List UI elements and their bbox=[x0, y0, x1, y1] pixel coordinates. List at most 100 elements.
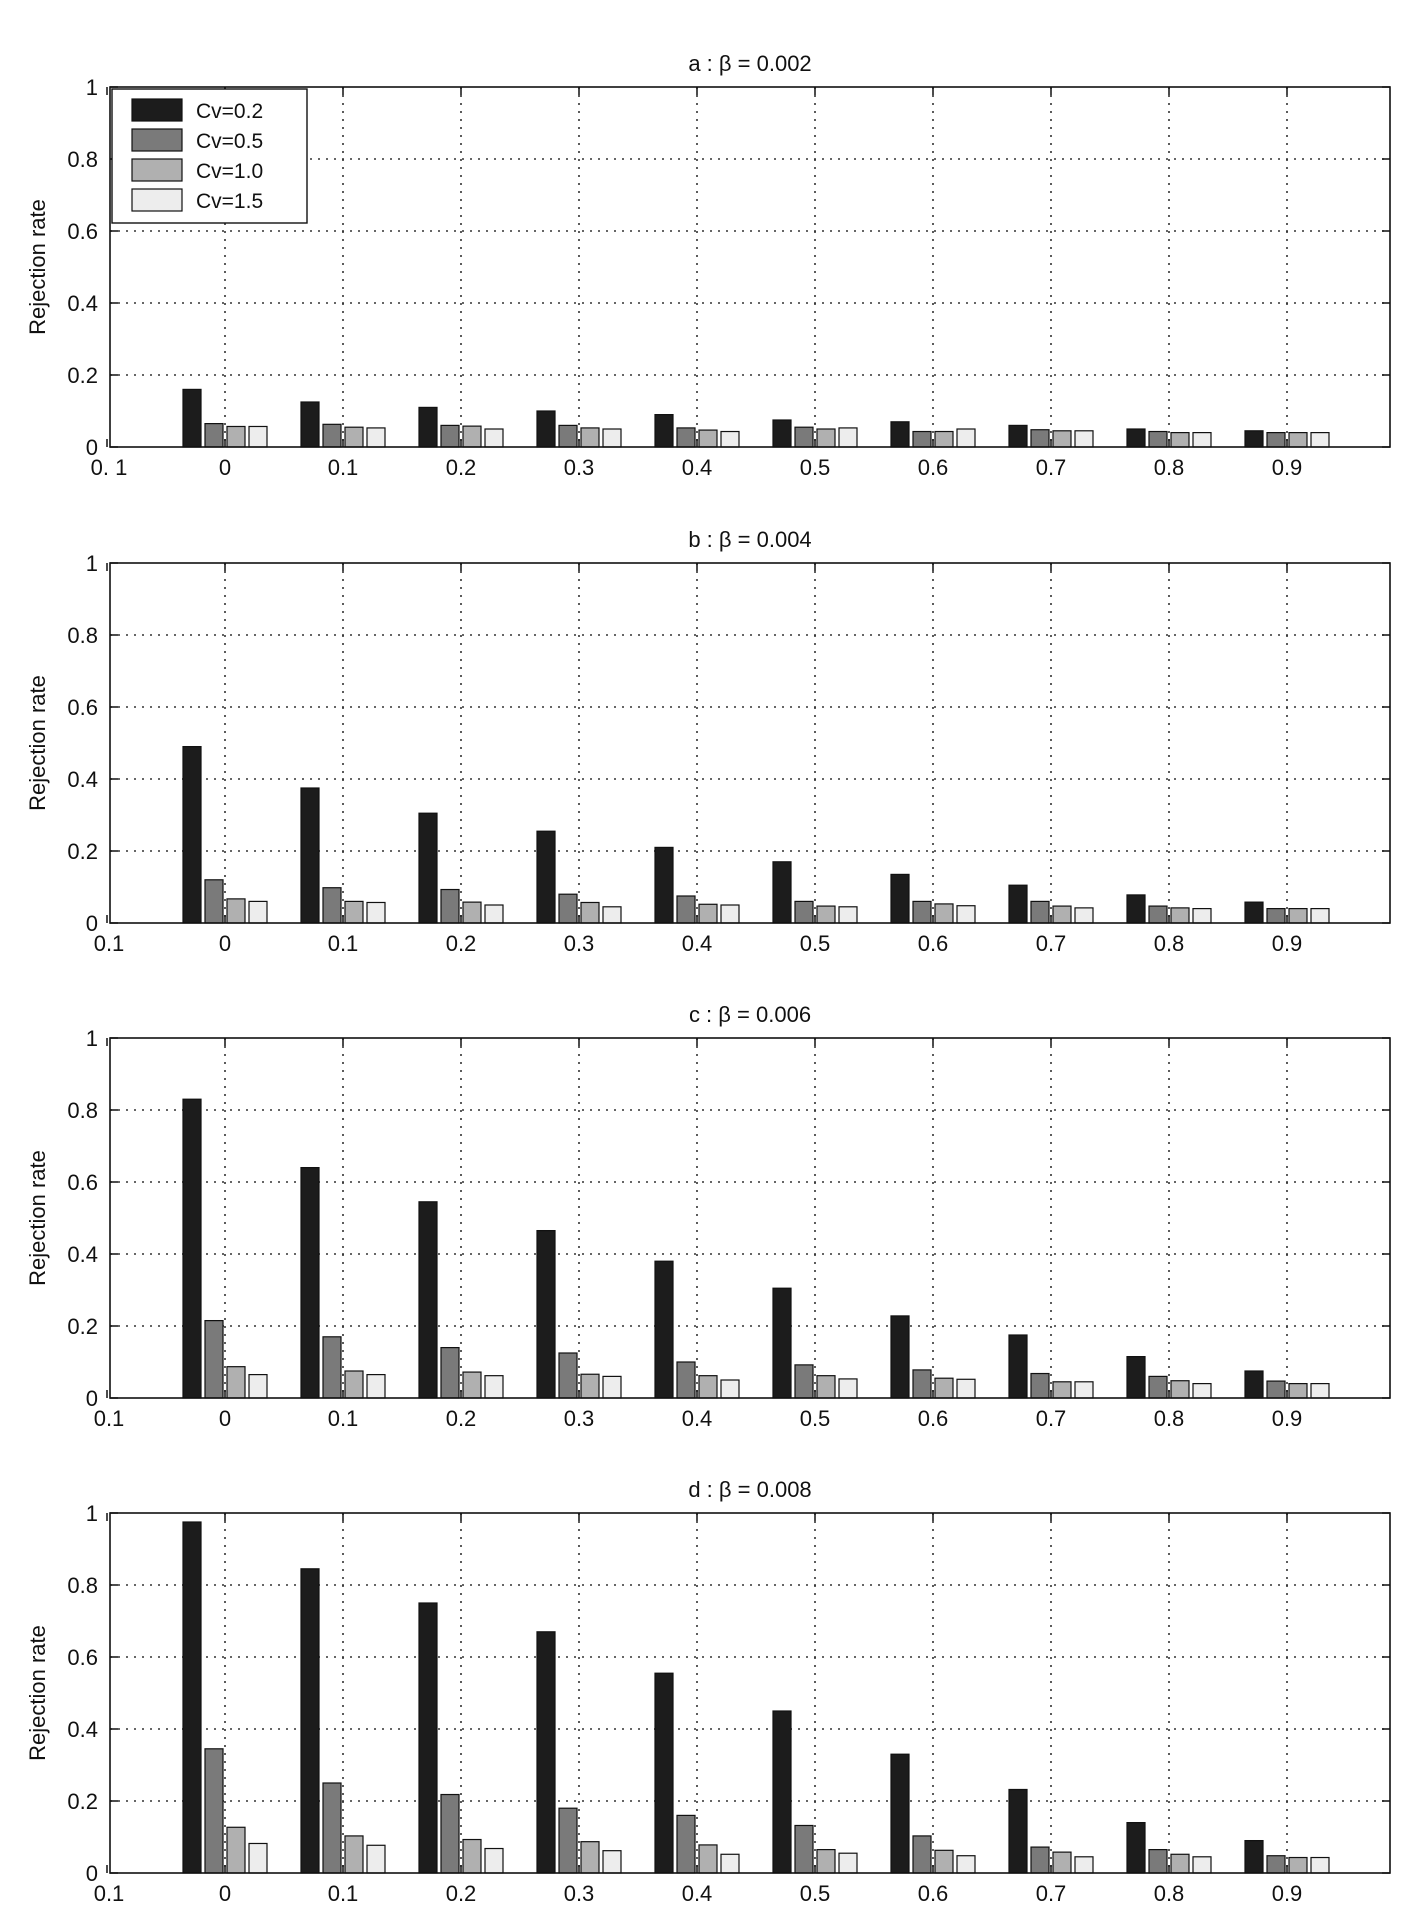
y-tick-label: 1 bbox=[86, 551, 98, 576]
legend-swatch bbox=[131, 158, 183, 182]
bar-cv-0-5-0-3 bbox=[558, 1352, 578, 1399]
plot-area bbox=[110, 87, 1390, 447]
x-tick-label: 0 bbox=[219, 1406, 231, 1431]
bar-cv-1-5-0-7 bbox=[1074, 1856, 1094, 1874]
bar-cv-1-5-0-2 bbox=[484, 1375, 504, 1399]
bar-cv-0-2-0-2 bbox=[418, 406, 438, 448]
bar-cv-0-2-0-7 bbox=[1008, 1334, 1028, 1399]
x-tick-label: 0.4 bbox=[682, 1406, 713, 1431]
bar-cv-1-5-0-4 bbox=[720, 430, 740, 448]
x-tick-label: 0.5 bbox=[800, 1881, 831, 1906]
x-tick-label: 0 bbox=[219, 455, 231, 480]
x-tick-label: 0.9 bbox=[1272, 455, 1303, 480]
bar-cv-1-5-0-4 bbox=[720, 1853, 740, 1874]
x-tick-label: 0.2 bbox=[446, 1881, 477, 1906]
y-tick-label: 0.2 bbox=[67, 1789, 98, 1814]
bar-cv-0-2-0-6 bbox=[890, 1315, 910, 1399]
bar-cv-0-2-0-4 bbox=[654, 1672, 674, 1874]
legend-label: Cv=0.5 bbox=[196, 130, 263, 153]
x-tick-label: 0.8 bbox=[1154, 1406, 1185, 1431]
bar-cv-0-5-0-2 bbox=[440, 888, 460, 924]
x-tick-label: 0.9 bbox=[1272, 931, 1303, 956]
x-tick-label: 0.6 bbox=[918, 931, 949, 956]
chart-panel-d: 00.20.40.60.810.1 0 0.1 0.2 0.3 0.4 0.5 0.6 0.7 0… bbox=[25, 1477, 1391, 1906]
bar-cv-1-0-0-2 bbox=[462, 1371, 482, 1399]
bar-cv-1-0-0 bbox=[226, 898, 246, 924]
legend-swatch bbox=[131, 188, 183, 212]
bar-cv-1-5-0-6 bbox=[956, 1855, 976, 1874]
bar-cv-0-2-0-8 bbox=[1126, 1355, 1146, 1399]
bar-cv-0-5-0-1 bbox=[322, 1782, 342, 1874]
bar-cv-1-5-0-6 bbox=[956, 905, 976, 924]
bar-cv-1-5-0-3 bbox=[602, 428, 622, 448]
bar-cv-1-0-0 bbox=[226, 425, 246, 448]
bar-cv-0-5-0-7 bbox=[1030, 900, 1050, 924]
bar-cv-0-5-0-6 bbox=[912, 1369, 932, 1399]
plot-frame bbox=[109, 562, 1391, 924]
bar-cv-0-5-0 bbox=[204, 879, 224, 924]
bar-cv-1-5-0-1 bbox=[366, 427, 386, 448]
bar-cv-1-5-0-5 bbox=[838, 1378, 858, 1399]
bar-cv-0-5-0-3 bbox=[558, 1807, 578, 1874]
y-tick-label: 0.8 bbox=[67, 1573, 98, 1598]
bar-cv-0-2-0-5 bbox=[772, 1287, 792, 1399]
bar-cv-0-2-0-3 bbox=[536, 830, 556, 924]
bar-cv-1-0-0-9 bbox=[1288, 1856, 1308, 1874]
x-tick-label: 0 bbox=[219, 1881, 231, 1906]
x-tick-label: 0.3 bbox=[564, 1406, 595, 1431]
chart-title: d : β = 0.008 bbox=[688, 1477, 811, 1502]
x-tick-label: 0.5 bbox=[800, 455, 831, 480]
bar-cv-1-5-0 bbox=[248, 900, 268, 924]
bar-cv-1-0-0-5 bbox=[816, 428, 836, 448]
bar-cv-0-5-0 bbox=[204, 1319, 224, 1399]
bar-cv-0-5-0-5 bbox=[794, 1824, 814, 1874]
bar-cv-1-0-0-6 bbox=[934, 1849, 954, 1874]
y-tick-label: 0.2 bbox=[67, 1314, 98, 1339]
x-tick-label: 0.4 bbox=[682, 931, 713, 956]
bar-cv-0-2-0-2 bbox=[418, 812, 438, 924]
bar-cv-0-2-0-8 bbox=[1126, 428, 1146, 448]
x-tick-label: 0.1 bbox=[328, 1406, 359, 1431]
bar-cv-1-0-0-2 bbox=[462, 1838, 482, 1874]
x-tick-label: 0.7 bbox=[1036, 1881, 1067, 1906]
bar-cv-1-0-0-5 bbox=[816, 1848, 836, 1874]
bar-cv-0-5-0-7 bbox=[1030, 429, 1050, 448]
bar-cv-1-0-0-6 bbox=[934, 1377, 954, 1399]
bar-cv-0-5-0-8 bbox=[1148, 430, 1168, 448]
x-tick-label: 0.8 bbox=[1154, 455, 1185, 480]
y-tick-label: 0.2 bbox=[67, 839, 98, 864]
bar-cv-0-2-0-5 bbox=[772, 861, 792, 924]
bar-cv-1-0-0-7 bbox=[1052, 905, 1072, 924]
bar-cv-1-5-0-7 bbox=[1074, 907, 1094, 924]
x-tick-label: 0.7 bbox=[1036, 931, 1067, 956]
plot-frame bbox=[109, 1512, 1391, 1874]
plot-frame bbox=[109, 86, 1391, 448]
bar-cv-0-5-0-5 bbox=[794, 426, 814, 448]
x-tick-label: 0.2 bbox=[446, 1406, 477, 1431]
bar-cv-1-5-0-5 bbox=[838, 1852, 858, 1874]
bar-cv-0-5-0-7 bbox=[1030, 1846, 1050, 1874]
bar-cv-1-5-0-3 bbox=[602, 906, 622, 924]
x-tick-label: 0.3 bbox=[564, 455, 595, 480]
bar-cv-0-5-0-1 bbox=[322, 1336, 342, 1399]
legend: Cv=0.2 Cv=0.5 Cv=1.0 Cv=1.5 bbox=[111, 88, 308, 224]
bar-cv-1-0-0-5 bbox=[816, 905, 836, 924]
bar-cv-1-0-0-1 bbox=[344, 1370, 364, 1399]
bar-cv-0-5-0-9 bbox=[1266, 432, 1286, 448]
y-tick-label: 0 bbox=[86, 911, 98, 936]
bar-cv-0-5-0-8 bbox=[1148, 905, 1168, 924]
x-tick-label: 0.7 bbox=[1036, 1406, 1067, 1431]
bar-cv-0-2-0-5 bbox=[772, 1710, 792, 1874]
bar-cv-0-2-0-1 bbox=[300, 1568, 320, 1874]
x-tick-label: 0.3 bbox=[564, 931, 595, 956]
x-tick-label: 0.1 bbox=[328, 931, 359, 956]
bar-cv-1-5-0-4 bbox=[720, 904, 740, 924]
x-tick-label: 0 bbox=[219, 931, 231, 956]
bar-cv-1-0-0-8 bbox=[1170, 1853, 1190, 1874]
bar-cv-0-5-0-5 bbox=[794, 900, 814, 924]
bar-cv-1-5-0-7 bbox=[1074, 430, 1094, 448]
bar-cv-1-5-0-1 bbox=[366, 901, 386, 924]
bar-cv-0-5-0-6 bbox=[912, 1835, 932, 1874]
bar-cv-0-2-0 bbox=[182, 1098, 202, 1399]
chart-title: c : β = 0.006 bbox=[689, 1002, 811, 1027]
